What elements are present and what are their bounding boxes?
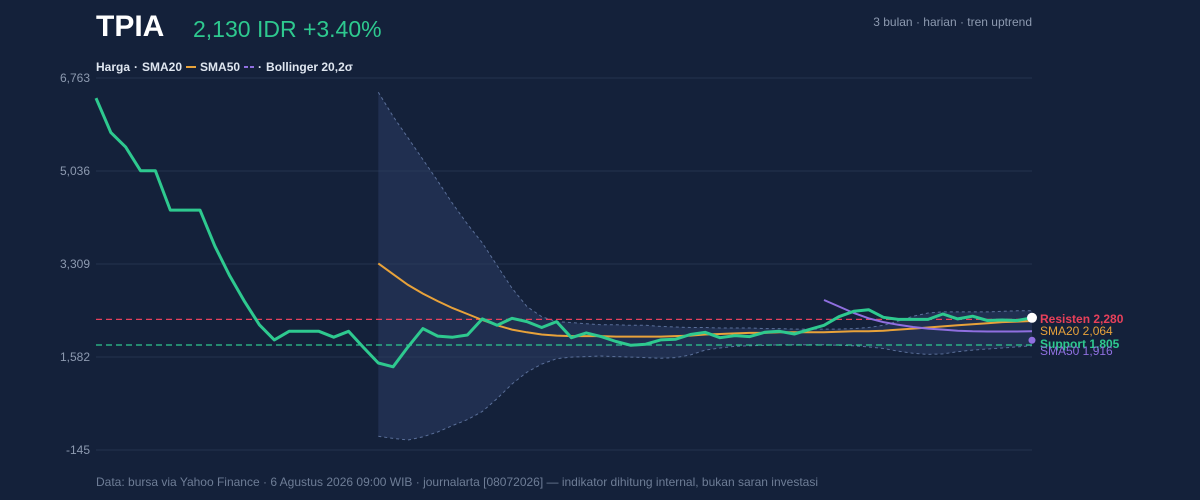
footer-source: Data: bursa via Yahoo Finance · 6 Agustu… [96,475,818,489]
resistance-label: Resisten 2,280 [1040,312,1124,326]
price-change: 2,130 IDR +3.40% [193,16,382,42]
legend-sma20-label: SMA20 [142,60,183,74]
bollinger-upper-line [377,91,1032,330]
sma50-end-label: SMA50 1,916 [1040,344,1113,358]
y-tick-label: -145 [66,443,90,457]
legend: Harga · SMA20 SMA50 · Bollinger 20,2σ [96,60,353,74]
legend-sma50-swatch [244,66,255,68]
bollinger-band-fill [378,92,1032,440]
y-tick-label: 1,582 [60,350,90,364]
ticker-symbol: TPIA [96,10,165,43]
bollinger-lower-line [378,344,1033,441]
legend-sma20-swatch [186,66,197,68]
sma50-line [823,299,1033,333]
sma20-end-label: SMA20 2,064 [1040,324,1113,338]
legend-bollinger-label: Bollinger 20,2σ [266,60,353,74]
y-tick-label: 5,036 [60,164,90,178]
chart-meta: 3 bulan · harian · tren uptrend [873,15,1032,29]
y-tick-label: 6,763 [60,71,90,85]
legend-separator: · [134,60,139,74]
sma50-end-marker [1028,336,1036,344]
legend-separator: · [258,60,263,74]
legend-sma50-label: SMA50 [200,60,241,74]
price-line [94,97,1033,369]
price-end-marker [1027,312,1037,323]
y-tick-label: 3,309 [60,257,90,271]
legend-price-label: Harga [96,60,131,74]
support-label: Support 1,805 [1040,337,1120,351]
